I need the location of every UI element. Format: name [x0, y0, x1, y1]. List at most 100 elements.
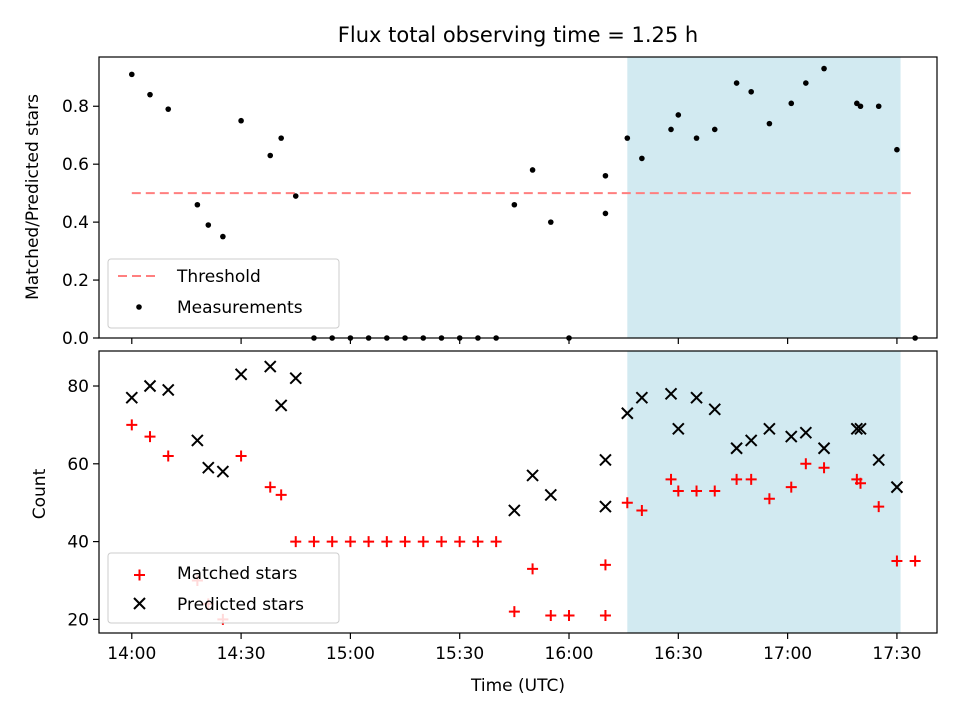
predicted-stars-point: [191, 434, 204, 447]
measurement-point: [194, 201, 201, 208]
predicted-stars-point: [544, 488, 557, 502]
count-plot-frame: [98, 350, 938, 634]
predicted-stars-point: [234, 368, 248, 381]
matched-stars-point: [235, 450, 247, 462]
measurement-point: [238, 117, 244, 124]
ratio-y-tick-label: 0.4: [62, 213, 89, 233]
predicted-legend-swatch: [133, 597, 146, 610]
measurement-point: [693, 135, 700, 141]
predicted-stars-point: [672, 422, 685, 436]
count-y-axis-label: Count: [30, 468, 50, 519]
predicted-stars-point: [817, 442, 831, 455]
count-legend-box: [107, 552, 340, 624]
measurement-point: [220, 233, 226, 240]
predicted-stars-point: [599, 500, 612, 513]
count-legend: Matched stars Predicted stars: [107, 552, 340, 624]
matched-stars-point: [326, 536, 338, 548]
predicted-stars-point: [599, 453, 612, 467]
predicted-stars-point: [264, 360, 277, 373]
ratio-shaded-region: [627, 57, 901, 338]
matched-stars-point: [709, 485, 721, 497]
matched-stars-point: [891, 555, 903, 567]
matched-stars-point: [144, 431, 156, 443]
matched-stars-point: [275, 489, 287, 501]
matched-stars-point: [636, 504, 648, 516]
matched-stars-point: [417, 536, 429, 548]
chart-title: Flux total observing time = 1.25 h: [338, 23, 698, 47]
count-x-tick-label: 17:30: [872, 644, 921, 664]
count-y-tick-label: 40: [67, 533, 89, 553]
count-x-tick-label: 15:00: [326, 644, 375, 664]
count-y-ticks: 20 40 60 80: [67, 377, 99, 630]
ratio-points: [128, 65, 918, 341]
measurement-point: [602, 210, 609, 217]
count-shaded-region: [627, 351, 901, 633]
predicted-stars-point: [125, 391, 138, 404]
matched-stars-point: [745, 473, 757, 485]
count-x-tick-label: 16:00: [545, 644, 594, 664]
matched-stars-point: [691, 485, 703, 497]
matched-stars-point: [162, 450, 174, 462]
ratio-plot-frame: [98, 56, 938, 339]
ratio-x-ticks: [131, 338, 898, 344]
ratio-y-tick-label: 0.2: [62, 271, 89, 291]
measurement-point: [529, 167, 536, 173]
count-x-tick-label: 14:30: [217, 644, 266, 664]
predicted-stars-point: [850, 422, 864, 436]
matched-stars-point: [599, 559, 611, 571]
matched-stars-point: [873, 501, 885, 513]
predicted-stars-point: [708, 403, 721, 416]
matched-stars-point: [290, 536, 302, 548]
ratio-y-axis-label: Matched/Predicted stars: [23, 94, 43, 300]
matched-stars-point: [909, 555, 921, 567]
predicted-stars-point: [621, 407, 634, 420]
matched-stars-point: [672, 485, 684, 497]
matched-stars-point: [854, 477, 866, 489]
predicted-legend-label: Predicted stars: [177, 595, 304, 615]
measurement-point: [894, 146, 900, 153]
matched-stars-point: [399, 536, 411, 548]
measurements-legend-swatch: [136, 304, 142, 310]
matched-stars-point: [621, 497, 633, 509]
measurement-point: [128, 71, 135, 78]
predicted-stars-point: [690, 391, 703, 404]
measurement-point: [668, 126, 674, 133]
matched-stars-point: [818, 462, 830, 474]
measurement-point: [292, 193, 299, 199]
measurement-point: [547, 219, 554, 225]
count-x-tick-label: 16:30: [654, 644, 703, 664]
matched-stars-point: [563, 609, 575, 621]
predicted-stars-point: [763, 422, 776, 436]
predicted-stars-point: [143, 379, 157, 393]
measurement-point: [675, 112, 682, 118]
matched-stars-point: [731, 473, 743, 485]
count-y-tick-label: 20: [67, 610, 89, 630]
matched-stars-point: [490, 536, 502, 548]
matched-stars-point: [126, 419, 138, 431]
count-x-ticks: 14:00 14:30 15:00 15:30 16:00 16:30 17:00 17:30: [107, 633, 921, 664]
threshold-legend-label: Threshold: [176, 267, 261, 287]
measurement-point: [748, 88, 754, 95]
count-y-tick-label: 60: [67, 455, 89, 475]
matched-stars-point: [763, 493, 775, 505]
measurement-point: [165, 106, 172, 112]
matched-stars-point: [527, 563, 539, 575]
matched-stars-point: [472, 536, 484, 548]
count-points: [125, 360, 921, 625]
measurements-legend-label: Measurements: [177, 298, 303, 318]
matched-stars-point: [363, 536, 375, 548]
matched-stars-point: [800, 458, 812, 470]
matched-stars-point: [344, 536, 356, 548]
matched-stars-point: [454, 536, 466, 548]
ratio-legend-box: [107, 258, 340, 329]
measurement-point: [278, 135, 284, 141]
ratio-y-ticks: 0.0 0.2 0.4 0.6 0.8: [62, 97, 99, 349]
measurement-point: [147, 91, 153, 98]
matched-stars-point: [785, 481, 797, 493]
ratio-y-tick-label: 0.8: [62, 97, 89, 117]
measurement-point: [788, 100, 795, 107]
matched-legend-swatch: [134, 569, 145, 581]
x-axis-label: Time (UTC): [470, 676, 565, 696]
